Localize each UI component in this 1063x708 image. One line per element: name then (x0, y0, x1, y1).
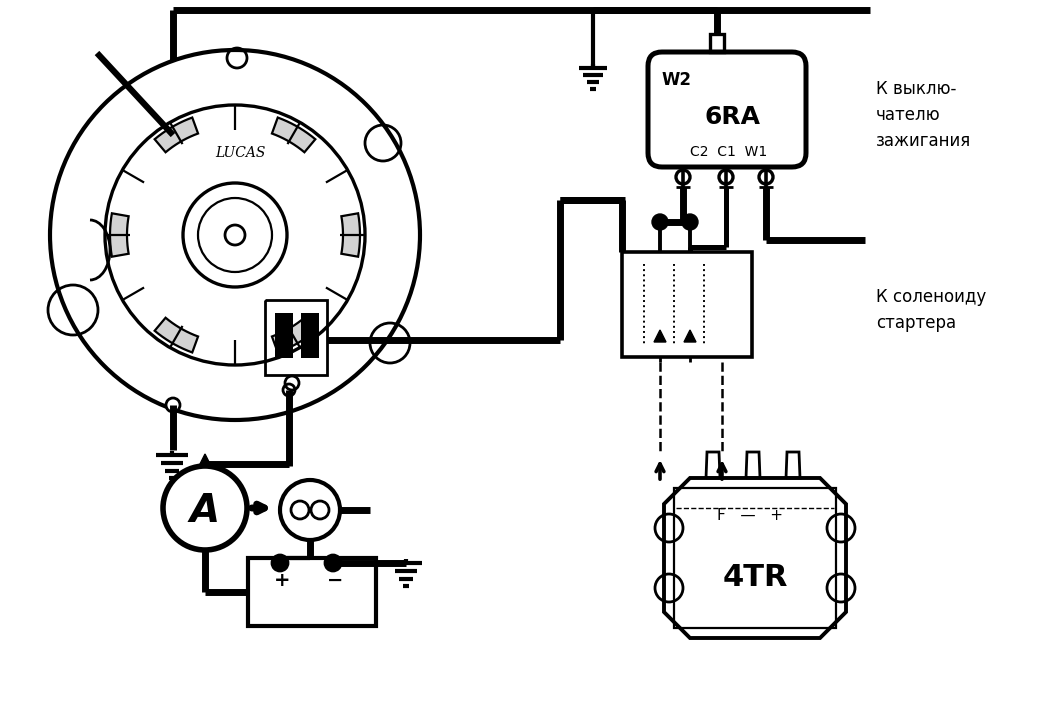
Circle shape (325, 555, 341, 571)
Polygon shape (199, 454, 210, 466)
Text: −: − (326, 571, 343, 590)
Text: W2: W2 (662, 71, 692, 89)
Bar (301, 313, 319, 358)
Polygon shape (654, 330, 667, 342)
Text: A: A (190, 492, 220, 530)
Circle shape (682, 214, 698, 230)
Text: К выклю-
чателю
зажигания: К выклю- чателю зажигания (876, 79, 972, 150)
Circle shape (166, 398, 180, 412)
Circle shape (652, 214, 668, 230)
Bar (710, 34, 724, 52)
Bar (275, 313, 293, 358)
Text: 6RA: 6RA (704, 105, 760, 129)
Polygon shape (154, 118, 198, 152)
Polygon shape (154, 318, 198, 353)
Polygon shape (341, 213, 360, 257)
Text: К соленоиду
стартера: К соленоиду стартера (876, 287, 986, 332)
Bar (248, 558, 376, 626)
Text: LUCAS: LUCAS (215, 146, 265, 160)
Text: C2  C1  W1: C2 C1 W1 (690, 145, 767, 159)
Circle shape (272, 555, 288, 571)
Polygon shape (664, 478, 846, 638)
Circle shape (719, 170, 733, 184)
Bar (622, 252, 752, 357)
Polygon shape (272, 118, 316, 152)
Bar (674, 488, 836, 628)
Polygon shape (272, 318, 316, 353)
Circle shape (676, 170, 690, 184)
Text: 4TR: 4TR (722, 564, 788, 593)
Polygon shape (684, 330, 696, 342)
Polygon shape (111, 213, 129, 257)
FancyBboxPatch shape (648, 52, 806, 167)
Text: +: + (274, 571, 290, 590)
Circle shape (759, 170, 773, 184)
Text: F   —   +: F — + (718, 508, 783, 523)
